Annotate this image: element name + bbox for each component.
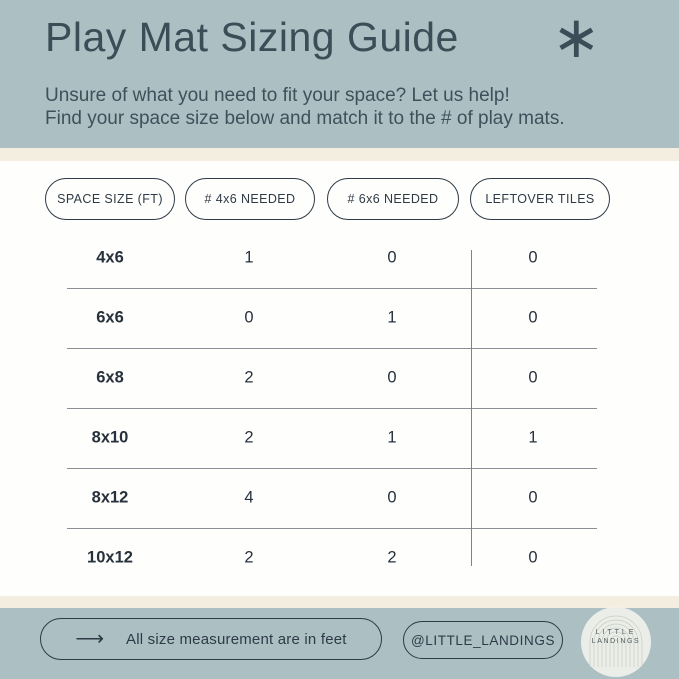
mats-6x6-value: 0 [387,368,397,387]
mats-6x6-value: 0 [387,248,397,267]
mats-6x6-value: 0 [387,488,397,507]
mats-6x6-value: 1 [387,428,397,447]
measurement-note-pill: ⟶ All size measurement are in feet [40,618,382,660]
header-banner: Play Mat Sizing Guide ∗ Unsure of what y… [0,0,679,148]
measurement-note-text: All size measurement are in feet [126,630,347,648]
logo-line-1: LITTLE [595,629,637,636]
logo-wordmark: LITTLE LANDINGS [581,628,651,646]
subtitle-line-2: Find your space size below and match it … [45,108,565,129]
table-row: 8x10 2 1 1 [0,408,679,468]
leftover-tiles-value: 0 [528,248,538,267]
social-handle-pill: @LITTLE_LANDINGS [403,621,563,659]
divider-band-bottom [0,596,679,608]
asterisk-icon: ∗ [552,5,601,70]
subtitle-line-1: Unsure of what you need to fit your spac… [45,85,510,106]
mats-6x6-value: 1 [387,308,397,327]
column-header-6x6-needed: # 6x6 NEEDED [327,178,459,220]
space-size-value: 4x6 [96,248,124,267]
page-title: Play Mat Sizing Guide [45,14,459,60]
table-row: 4x6 1 0 0 [0,228,679,288]
mats-4x6-value: 0 [244,308,254,327]
row-divider-line [67,468,597,469]
mats-6x6-value: 2 [387,548,397,567]
mats-4x6-value: 1 [244,248,254,267]
space-size-value: 10x12 [87,548,133,567]
space-size-value: 8x12 [91,488,129,507]
column-divider-line [471,250,472,566]
column-header-4x6-needed: # 4x6 NEEDED [185,178,315,220]
leftover-tiles-value: 0 [528,488,538,507]
space-size-value: 6x6 [96,308,124,327]
table-row: 10x12 2 2 0 [0,528,679,588]
column-header-space-size: SPACE SIZE (FT) [45,178,175,220]
sizing-table: 4x6 1 0 0 6x6 0 1 0 6x8 2 0 0 8x10 2 1 1… [0,228,679,588]
row-divider-line [67,408,597,409]
table-row: 8x12 4 0 0 [0,468,679,528]
mats-4x6-value: 2 [244,548,254,567]
space-size-value: 6x8 [96,368,124,387]
leftover-tiles-value: 1 [528,428,538,447]
leftover-tiles-value: 0 [528,368,538,387]
mats-4x6-value: 2 [244,428,254,447]
logo-line-2: LANDINGS [591,638,641,645]
table-row: 6x8 2 0 0 [0,348,679,408]
space-size-value: 8x10 [91,428,129,447]
footer-banner: ⟶ All size measurement are in feet @LITT… [0,607,679,679]
mats-4x6-value: 4 [244,488,254,507]
divider-band-top [0,148,679,161]
mats-4x6-value: 2 [244,368,254,387]
column-header-leftover-tiles: LEFTOVER TILES [470,178,610,220]
right-arrow-icon: ⟶ [75,628,104,650]
row-divider-line [67,288,597,289]
row-divider-line [67,528,597,529]
subtitle: Unsure of what you need to fit your spac… [45,84,565,130]
logo-arch-icon [581,607,651,677]
little-landings-logo: LITTLE LANDINGS [581,607,651,677]
table-row: 6x6 0 1 0 [0,288,679,348]
row-divider-line [67,348,597,349]
leftover-tiles-value: 0 [528,548,538,567]
leftover-tiles-value: 0 [528,308,538,327]
